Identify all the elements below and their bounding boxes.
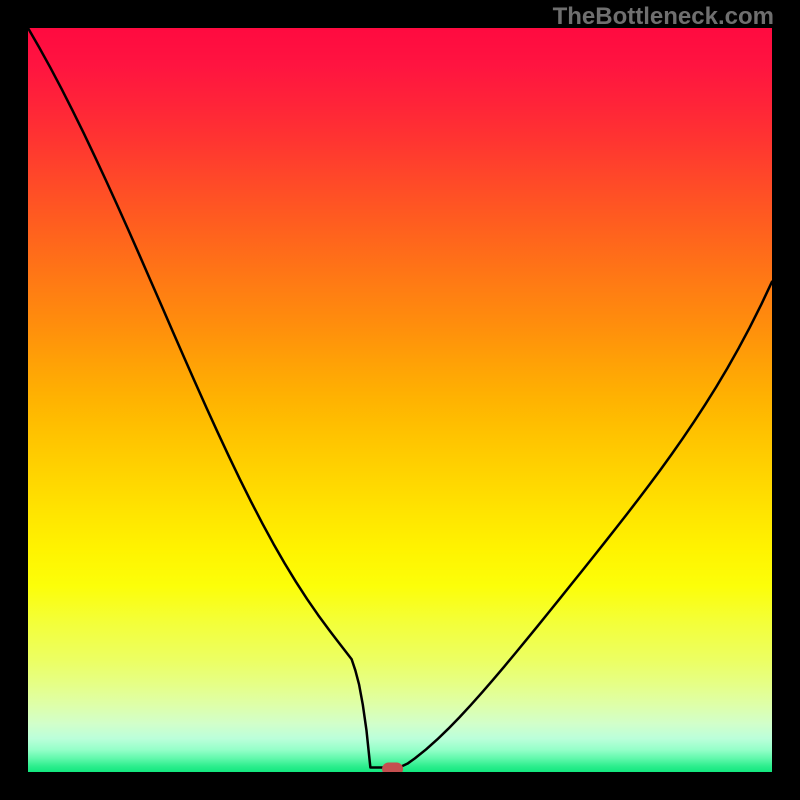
plot-frame <box>28 28 772 772</box>
watermark-text: TheBottleneck.com <box>553 3 774 31</box>
chart-svg <box>28 28 772 772</box>
optimal-point-marker <box>383 763 403 772</box>
chart-canvas: TheBottleneck.com <box>0 0 800 800</box>
bottleneck-curve <box>28 28 772 768</box>
